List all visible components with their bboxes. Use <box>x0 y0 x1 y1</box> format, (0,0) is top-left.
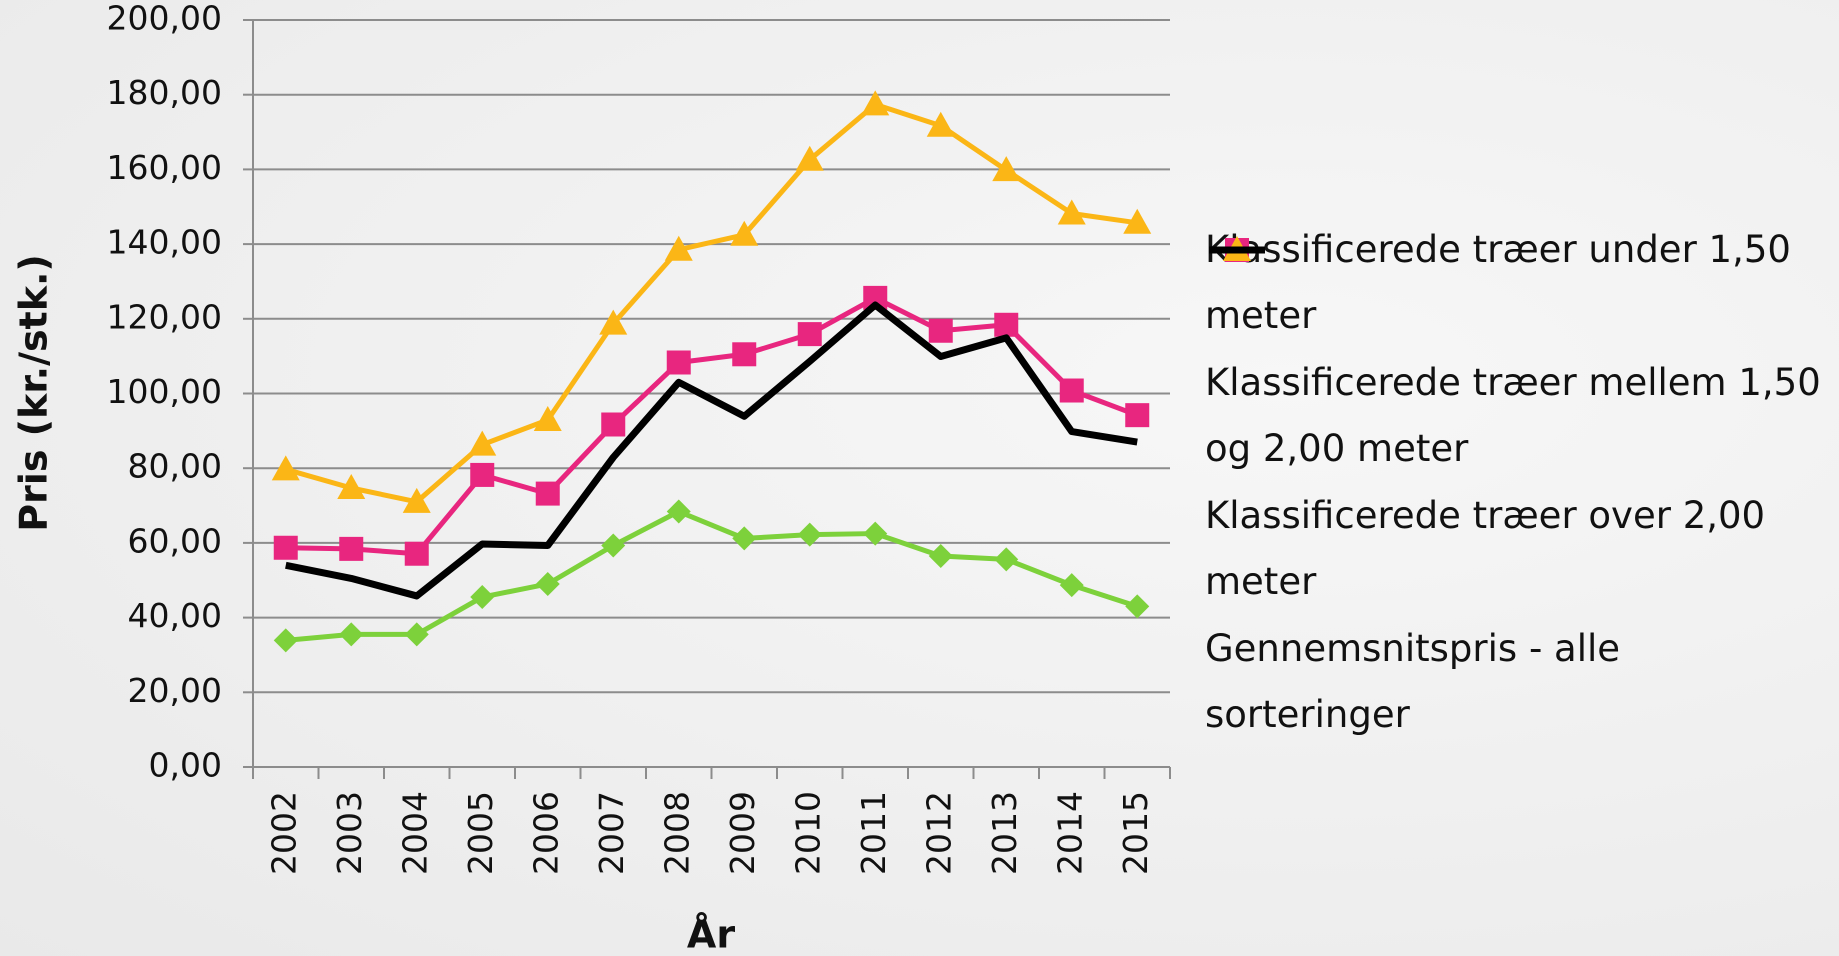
marker <box>337 473 366 499</box>
x-tick-label: 2006 <box>526 791 565 875</box>
legend-label: Gennemsnitspris - alle sorteringer <box>1205 627 1621 736</box>
y-tick-label: 120,00 <box>107 297 222 336</box>
legend: Klassificerede træer under 1,50 meter Kla… <box>1205 228 1835 762</box>
x-tick-label: 2003 <box>330 791 369 875</box>
x-axis-title: År <box>687 913 735 956</box>
marker <box>926 111 955 137</box>
marker <box>666 499 691 524</box>
y-axis-title: Pris (kr./stk.) <box>12 254 56 532</box>
marker <box>994 547 1019 572</box>
marker <box>273 535 298 560</box>
marker <box>732 342 757 367</box>
marker <box>468 430 497 456</box>
marker <box>664 235 693 261</box>
marker <box>1125 594 1150 619</box>
y-tick-label: 100,00 <box>107 372 222 411</box>
x-tick-label: 2013 <box>985 791 1024 875</box>
y-tick-label: 60,00 <box>128 521 222 560</box>
marker <box>404 541 429 566</box>
series-line <box>285 101 1138 505</box>
marker <box>861 90 890 116</box>
x-tick-label: 2007 <box>592 791 631 875</box>
x-tick-label: 2009 <box>723 791 762 875</box>
x-tick-label: 2014 <box>1050 791 1089 875</box>
legend-entry: Klassificerede træer over 2,00 meter <box>1205 236 1835 615</box>
marker <box>402 487 431 513</box>
marker <box>533 406 562 432</box>
marker <box>339 622 364 647</box>
marker <box>273 628 298 653</box>
marker <box>1123 208 1152 234</box>
marker <box>666 350 691 375</box>
legend-label: Klassificerede træer mellem 1,50 og 2,00… <box>1205 361 1821 470</box>
marker <box>599 309 628 335</box>
series-line <box>285 301 1138 600</box>
marker <box>1057 199 1086 225</box>
marker <box>470 585 495 610</box>
marker <box>863 521 888 546</box>
marker <box>797 322 822 347</box>
marker <box>535 481 560 506</box>
marker <box>601 533 626 558</box>
y-tick-label: 40,00 <box>128 596 222 635</box>
marker <box>271 455 300 481</box>
x-tick-label: 2002 <box>264 791 303 875</box>
y-tick-label: 140,00 <box>107 223 222 262</box>
series-line <box>285 509 1139 643</box>
y-tick-label: 20,00 <box>128 671 222 710</box>
marker <box>732 526 757 551</box>
x-tick-label: 2004 <box>395 791 434 875</box>
marker <box>795 145 824 171</box>
marker <box>797 522 822 547</box>
marker <box>470 462 495 487</box>
x-tick-label: 2005 <box>461 791 500 875</box>
marker <box>994 312 1019 337</box>
y-tick-label: 200,00 <box>107 0 222 38</box>
y-tick-label: 80,00 <box>128 447 222 486</box>
y-tick-label: 160,00 <box>107 148 222 187</box>
legend-entry: Gennemsnitspris - alle sorteringer <box>1205 246 1835 748</box>
marker <box>404 622 429 647</box>
marker <box>1059 573 1084 598</box>
legend-entry: Klassificerede træer under 1,50 meter <box>1205 228 1835 349</box>
x-tick-label: 2010 <box>788 791 827 875</box>
marker <box>1059 378 1084 403</box>
x-tick-label: 2012 <box>919 791 958 875</box>
x-tick-label: 2011 <box>854 791 893 875</box>
marker <box>601 412 626 437</box>
y-tick-label: 180,00 <box>107 73 222 112</box>
x-tick-label: 2008 <box>657 791 696 875</box>
marker <box>1125 403 1150 428</box>
legend-label: Klassificerede træer over 2,00 meter <box>1205 494 1766 603</box>
x-tick-label: 2015 <box>1116 791 1155 875</box>
legend-label: Klassificerede træer under 1,50 meter <box>1205 228 1791 337</box>
y-tick-label: 0,00 <box>149 746 222 785</box>
marker <box>730 220 759 246</box>
marker <box>928 543 953 568</box>
marker <box>339 536 364 561</box>
legend-entry: Klassificerede træer mellem 1,50 og 2,00… <box>1205 238 1835 482</box>
marker <box>992 156 1021 182</box>
legend-symbol <box>1209 246 1265 254</box>
marker <box>928 318 953 343</box>
marker <box>535 571 560 596</box>
